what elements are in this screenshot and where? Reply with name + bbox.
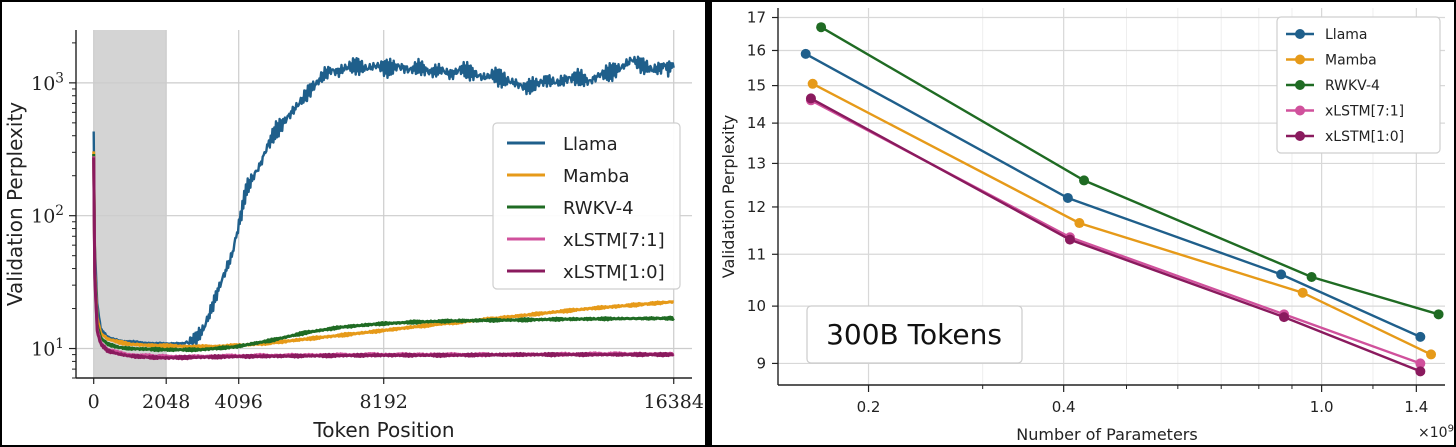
legend-marker-rwkv-4 xyxy=(1295,80,1305,90)
annotation-text: 300B Tokens xyxy=(826,318,1002,351)
y-tick-label: 101 xyxy=(31,336,64,361)
legend-label-xlstm-7-1: xLSTM[7:1] xyxy=(1325,104,1404,120)
x-tick-label: 4096 xyxy=(215,391,263,413)
legend-marker-llama xyxy=(1295,29,1305,39)
legend-label-llama: Llama xyxy=(1325,27,1368,43)
context-shaded-region xyxy=(93,30,167,378)
x-tick-label: 8192 xyxy=(360,391,408,413)
data-point-mamba xyxy=(1426,349,1437,360)
series-line-mamba xyxy=(812,82,1432,356)
data-point-xlstm-7-1 xyxy=(1415,358,1426,369)
data-point-llama xyxy=(1415,331,1426,342)
data-point-mamba xyxy=(807,78,818,89)
y-axis-label: Validation Perplexity xyxy=(3,102,27,306)
legend-label-rwkv-4: RWKV-4 xyxy=(1325,78,1380,94)
y-tick-label: 13 xyxy=(747,154,766,172)
series-line-rwkv-4 xyxy=(92,153,675,353)
y-tick-label: 16 xyxy=(747,41,766,59)
legend-label-xlstm-1-0: xLSTM[1:0] xyxy=(1325,129,1404,145)
data-point-xlstm-1-0 xyxy=(1279,312,1290,323)
data-point-rwkv-4 xyxy=(1433,309,1444,320)
series-line-mamba xyxy=(92,151,675,350)
series-line-llama xyxy=(92,55,675,348)
data-point-mamba xyxy=(1074,218,1085,229)
legend-box xyxy=(492,122,681,290)
legend-label-xlstm-1-0: xLSTM[1:0] xyxy=(563,262,665,283)
x-tick-label: 16384 xyxy=(644,391,704,413)
y-tick-label: 9 xyxy=(756,354,766,372)
data-point-mamba xyxy=(1297,287,1308,298)
legend-label-rwkv-4: RWKV-4 xyxy=(563,198,634,219)
y-tick-label: 12 xyxy=(747,198,766,216)
data-point-xlstm-1-0 xyxy=(1064,234,1075,245)
y-tick-label: 11 xyxy=(747,245,766,263)
legend-marker-xlstm-7-1 xyxy=(1295,105,1305,116)
y-tick-label: 102 xyxy=(31,203,64,228)
legend-label-llama: Llama xyxy=(563,134,618,155)
legend-label-mamba: Mamba xyxy=(1325,53,1377,69)
x-tick-label: 0 xyxy=(88,391,100,413)
legend-label-mamba: Mamba xyxy=(563,166,630,187)
legend-marker-xlstm-1-0 xyxy=(1295,131,1305,141)
data-point-llama xyxy=(1276,269,1287,280)
data-point-rwkv-4 xyxy=(816,22,827,33)
data-point-xlstm-1-0 xyxy=(1415,366,1426,377)
y-tick-label: 103 xyxy=(31,70,64,95)
data-point-xlstm-1-0 xyxy=(805,93,816,104)
data-point-llama xyxy=(1062,192,1073,203)
y-tick-label: 15 xyxy=(747,77,766,95)
token-position-chart: 0 2048 4096 8192 16384 101 102 103 Token Positio… xyxy=(3,30,704,442)
data-point-rwkv-4 xyxy=(1079,175,1090,186)
y-axis-label: Validation Perplexity xyxy=(719,115,738,278)
x-axis-label: Number of Parameters xyxy=(1016,425,1197,444)
x-axis-multiplier: ×109 xyxy=(1418,423,1454,441)
left-chart-panel: 0 2048 4096 8192 16384 101 102 103 Token Positio… xyxy=(2,2,705,445)
data-point-llama xyxy=(800,48,811,59)
legend-marker-mamba xyxy=(1295,54,1305,65)
x-tick-label: 2048 xyxy=(142,391,190,413)
series-line-xlstm-1-0 xyxy=(810,97,1421,373)
data-point-rwkv-4 xyxy=(1306,272,1317,283)
series-line-xlstm-1-0 xyxy=(92,157,675,361)
x-axis-label: Token Position xyxy=(312,418,454,442)
y-tick-label: 10 xyxy=(747,297,766,315)
series-line-llama xyxy=(805,52,1421,338)
right-chart-panel: 0.2 0.4 1.0 1.4 9 10 11 12 13 14 15 16 17 Number of P… xyxy=(712,2,1454,445)
legend-box xyxy=(1276,16,1441,154)
series-line-rwkv-4 xyxy=(820,26,1439,316)
legend-label-xlstm-7-1: xLSTM[7:1] xyxy=(563,230,665,251)
x-tick-label: 1.4 xyxy=(1404,398,1428,416)
y-tick-label: 14 xyxy=(747,114,766,132)
x-tick-label: 0.2 xyxy=(857,398,881,416)
x-tick-label: 1.0 xyxy=(1310,398,1334,416)
parameters-chart: 0.2 0.4 1.0 1.4 9 10 11 12 13 14 15 16 17 Number of P… xyxy=(719,8,1454,444)
y-tick-label: 17 xyxy=(747,9,766,27)
x-tick-label: 0.4 xyxy=(1052,398,1076,416)
annotation-box xyxy=(806,305,1023,364)
